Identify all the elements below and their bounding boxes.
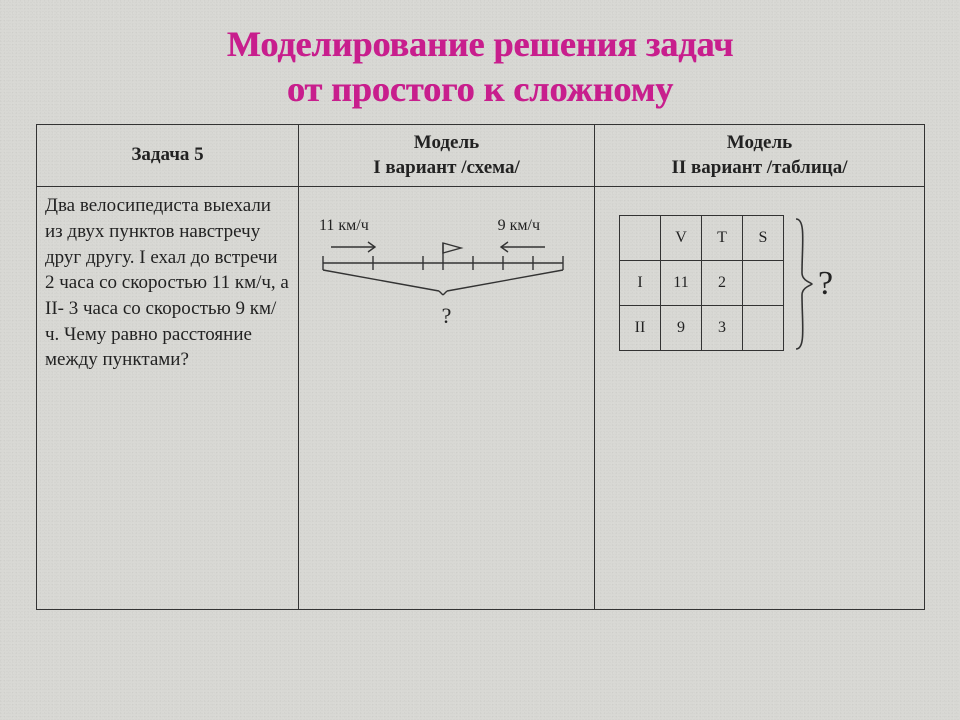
- mini-header-row: V T S: [620, 216, 784, 261]
- schema-speed-right: 9 км/ч: [498, 217, 540, 235]
- title-line-2: от простого к сложному: [287, 69, 673, 109]
- brace-wrap: ?: [790, 215, 833, 353]
- mini-row-1: I 11 2: [620, 261, 784, 306]
- main-table: Задача 5 Модель I вариант /схема/ Модель…: [36, 124, 925, 610]
- problem-cell: Два велосипедиста выехали из двух пункто…: [37, 187, 299, 610]
- brace-icon: [790, 215, 816, 353]
- mini-h-s: S: [743, 216, 784, 261]
- mini-h-t: T: [702, 216, 743, 261]
- mini-h-v: V: [661, 216, 702, 261]
- header-model1: Модель I вариант /схема/: [299, 125, 595, 187]
- schema-cell: 11 км/ч 9 км/ч: [299, 187, 595, 610]
- slide-title: Моделирование решения задач от простого …: [0, 0, 960, 120]
- model2-wrap: V T S I 11 2 II 9 3: [603, 193, 916, 353]
- body-row: Два велосипедиста выехали из двух пункто…: [37, 187, 925, 610]
- problem-text: Два велосипедиста выехали из двух пункто…: [45, 193, 290, 372]
- header-model2: Модель II вариант /таблица/: [595, 125, 925, 187]
- schema-svg: [313, 239, 573, 299]
- header-problem: Задача 5: [37, 125, 299, 187]
- schema-diagram: 11 км/ч 9 км/ч: [307, 193, 586, 329]
- schema-question: ?: [313, 303, 580, 329]
- model2-cell: V T S I 11 2 II 9 3: [595, 187, 925, 610]
- mini-row-2: II 9 3: [620, 306, 784, 351]
- title-line-1: Моделирование решения задач: [227, 24, 734, 64]
- schema-speed-left: 11 км/ч: [319, 217, 369, 235]
- brace-question: ?: [818, 265, 833, 303]
- mini-h-blank: [620, 216, 661, 261]
- mini-table: V T S I 11 2 II 9 3: [619, 215, 784, 351]
- header-row: Задача 5 Модель I вариант /схема/ Модель…: [37, 125, 925, 187]
